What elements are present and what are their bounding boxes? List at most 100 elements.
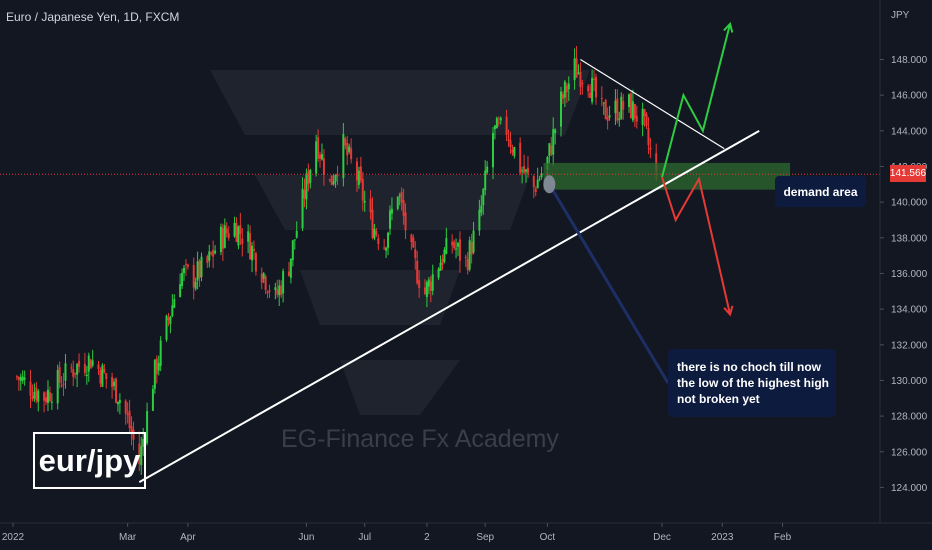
candle-body <box>647 128 650 146</box>
candle-body <box>151 388 154 411</box>
watermark-text: EG-Finance Fx Academy <box>281 425 559 453</box>
candle-body <box>37 390 40 402</box>
candle-body <box>317 137 320 159</box>
candle-body <box>464 256 467 258</box>
candle-body <box>15 376 18 378</box>
candle-body <box>416 260 419 284</box>
candle-body <box>385 247 388 251</box>
candle-body <box>350 148 353 160</box>
candle-body <box>643 109 646 117</box>
candle-body <box>628 94 631 108</box>
candle-body <box>56 370 59 404</box>
candle-body <box>418 280 421 288</box>
candle-body <box>99 370 102 384</box>
candle-body <box>116 401 119 405</box>
demand-zone <box>543 162 791 190</box>
candle-body <box>453 241 456 248</box>
candle-body <box>649 147 652 150</box>
candle-body <box>221 228 224 249</box>
candle-body <box>128 410 131 428</box>
candle-body <box>322 158 325 175</box>
note-line-3: not broken yet <box>677 392 760 406</box>
candle-body <box>192 264 195 288</box>
candle-body <box>103 368 106 373</box>
candle-body <box>330 175 333 185</box>
price-tick-label: 132.000 <box>891 340 928 351</box>
candle-body <box>227 233 230 239</box>
candle-body <box>560 91 562 127</box>
candle-body <box>21 376 24 381</box>
candle-body <box>425 282 428 297</box>
candle-body <box>480 205 483 213</box>
candle-body <box>155 358 158 375</box>
price-tick-label: 126.000 <box>891 447 928 458</box>
candle-body <box>282 271 285 294</box>
candle-body <box>472 230 475 253</box>
candle-body <box>118 399 121 403</box>
candle-body <box>85 374 88 377</box>
candle-body <box>525 169 528 172</box>
candle-body <box>497 122 500 124</box>
candle-body <box>410 234 413 242</box>
candle-body <box>521 170 524 172</box>
candle-body <box>153 359 156 389</box>
candle-body <box>437 268 440 278</box>
candle-body <box>210 252 213 254</box>
candle-body <box>132 429 135 440</box>
candle-body <box>635 115 638 122</box>
candle-body <box>439 262 442 271</box>
candle-body <box>641 108 644 126</box>
time-tick-label: Jul <box>358 532 371 543</box>
time-tick-label: 2023 <box>711 532 734 543</box>
candle-body <box>606 116 609 121</box>
candle-body <box>87 355 90 372</box>
candle-body <box>491 132 494 168</box>
candle-body <box>200 256 203 278</box>
candle-body <box>608 115 611 118</box>
candle-body <box>332 181 335 185</box>
candle-body <box>457 243 460 247</box>
candle-body <box>655 153 658 171</box>
candle-body <box>183 267 186 273</box>
current-price-tag: 141.566 <box>890 165 926 182</box>
candle-body <box>186 264 189 267</box>
candle-body <box>247 231 250 242</box>
candle-body <box>499 117 502 121</box>
candle-body <box>184 263 187 265</box>
candle-body <box>165 315 168 340</box>
candle-body <box>138 443 141 465</box>
candle-body <box>552 129 555 155</box>
candle-body <box>239 224 242 235</box>
candle-body <box>631 101 634 121</box>
price-tick-label: 124.000 <box>891 483 928 494</box>
candle-body <box>35 387 38 401</box>
candle-body <box>233 222 236 237</box>
candle-body <box>431 274 434 291</box>
time-axis-ticks: 2022 Mar Apr Jun Jul 2 Sep Oct Dec 2023 Feb <box>2 523 792 543</box>
candle-body <box>622 101 625 110</box>
candle-body <box>534 188 537 192</box>
candle-body <box>455 248 458 250</box>
candle-body <box>320 154 323 160</box>
price-tick-label: 136.000 <box>891 269 928 280</box>
candle-body <box>45 397 48 403</box>
candle-body <box>17 377 20 380</box>
choch-note: there is no choch till now the low of th… <box>668 349 836 417</box>
candle-body <box>219 226 222 253</box>
candle-body <box>328 179 331 181</box>
candle-body <box>468 240 471 270</box>
candle-body <box>600 98 603 100</box>
candle-body <box>563 81 566 98</box>
candle-body <box>482 189 485 206</box>
candle-body <box>173 299 176 308</box>
candle-body <box>83 364 86 373</box>
candle-body <box>484 170 487 191</box>
candle-body <box>443 249 446 262</box>
candle-body <box>357 170 360 185</box>
candle-body <box>70 367 73 369</box>
candle-body <box>575 58 578 78</box>
candle-body <box>206 256 209 263</box>
candle-body <box>48 392 51 402</box>
